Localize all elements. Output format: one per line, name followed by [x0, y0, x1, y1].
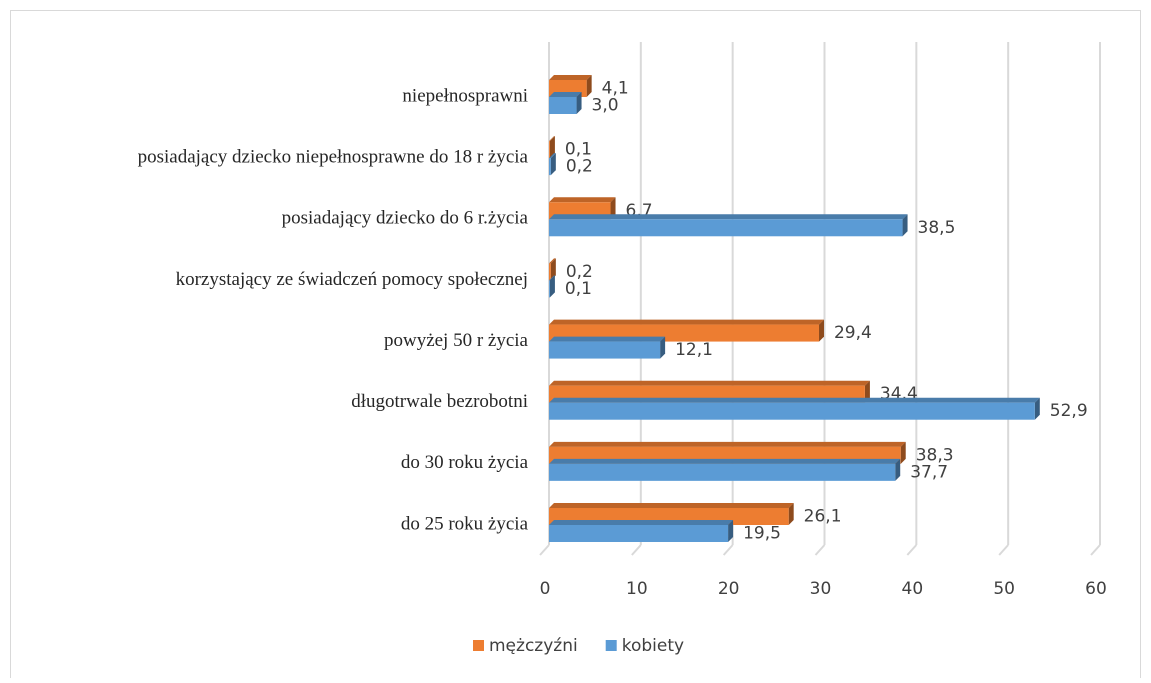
bar: [549, 463, 896, 481]
value-label: 38,5: [918, 218, 956, 238]
grid-line-depth: [998, 544, 1009, 556]
bar-top: [549, 75, 592, 80]
bar-top: [549, 503, 794, 508]
bar-side: [1034, 397, 1040, 420]
bar-side: [900, 441, 906, 464]
bar-top: [549, 380, 870, 386]
x-tick-label: 40: [902, 579, 924, 599]
x-tick-label: 50: [993, 579, 1015, 599]
bar-top: [549, 275, 555, 281]
chart-frame: [10, 10, 1141, 683]
bar-side: [788, 503, 794, 525]
bar: [549, 280, 550, 298]
bar: [549, 341, 661, 359]
bar-top: [549, 153, 556, 159]
category-label: do 30 roku życia: [401, 452, 529, 473]
category-label: długotrwale bezrobotni: [351, 391, 528, 412]
bar-side: [550, 258, 556, 281]
bar-side: [549, 136, 555, 159]
bar-side: [576, 92, 582, 114]
grid-line-depth: [1090, 544, 1101, 556]
bar-top: [549, 441, 906, 447]
legend-swatch: [473, 640, 484, 651]
bar-side: [864, 380, 870, 403]
value-label: 0,1: [565, 140, 592, 160]
bar-top: [549, 319, 824, 325]
bar-side: [550, 153, 556, 176]
value-label: 38,3: [916, 445, 954, 465]
bar-top: [549, 136, 555, 142]
bar-top: [549, 258, 556, 264]
grid-line-depth: [722, 544, 734, 556]
value-label: 0,2: [566, 262, 593, 282]
x-tick-label: 30: [810, 579, 832, 599]
bar-side: [818, 319, 824, 342]
grid-line-depth: [906, 544, 918, 556]
value-label: 37,7: [910, 462, 948, 482]
bar-side: [549, 275, 555, 298]
bar-top: [549, 458, 901, 464]
bar-top: [549, 214, 908, 220]
bar-top: [549, 92, 582, 97]
bar: [549, 158, 551, 176]
value-label: 12,1: [675, 340, 713, 360]
x-tick-label: 10: [626, 579, 648, 599]
bar-side: [895, 458, 901, 481]
value-label: 4,1: [602, 79, 629, 99]
category-label: niepełnosprawni: [402, 85, 528, 106]
legend-label: kobiety: [622, 636, 684, 656]
category-label: korzystający ze świadczeń pomocy społecz…: [176, 269, 528, 290]
x-tick-label: 60: [1085, 579, 1107, 599]
bar-side: [660, 336, 666, 359]
bar: [549, 219, 903, 237]
grid-line-depth: [539, 544, 550, 556]
value-label: 0,1: [565, 279, 592, 299]
value-label: 19,5: [743, 524, 781, 544]
category-label: posiadający dziecko niepełnosprawne do 1…: [138, 147, 529, 168]
bar: [549, 402, 1035, 420]
bar-top: [549, 336, 666, 342]
x-tick-label: 20: [718, 579, 740, 599]
bar-top: [549, 197, 616, 203]
value-label: 26,1: [804, 507, 842, 527]
value-label: 52,9: [1050, 401, 1088, 421]
bar: [549, 525, 729, 542]
legend-label: mężczyźni: [489, 636, 578, 656]
bar-top: [549, 520, 734, 525]
bar-side: [902, 214, 908, 237]
bar-top: [549, 397, 1040, 403]
value-label: 29,4: [834, 323, 872, 343]
category-label: posiadający dziecko do 6 r.życia: [282, 208, 529, 229]
bar-side: [610, 197, 616, 220]
bar-side: [586, 75, 592, 97]
value-label: 0,2: [566, 157, 593, 177]
value-label: 3,0: [592, 96, 619, 116]
grid-line-depth: [631, 544, 642, 556]
bar: [549, 97, 577, 114]
x-tick-label: 0: [540, 579, 551, 599]
legend-swatch: [605, 640, 617, 651]
bar: [549, 263, 551, 281]
grid-line-depth: [814, 544, 826, 556]
category-label: do 25 roku życia: [401, 513, 529, 534]
bar: [549, 141, 550, 159]
bar-side: [728, 520, 734, 542]
category-label: powyżej 50 r życia: [384, 330, 529, 351]
